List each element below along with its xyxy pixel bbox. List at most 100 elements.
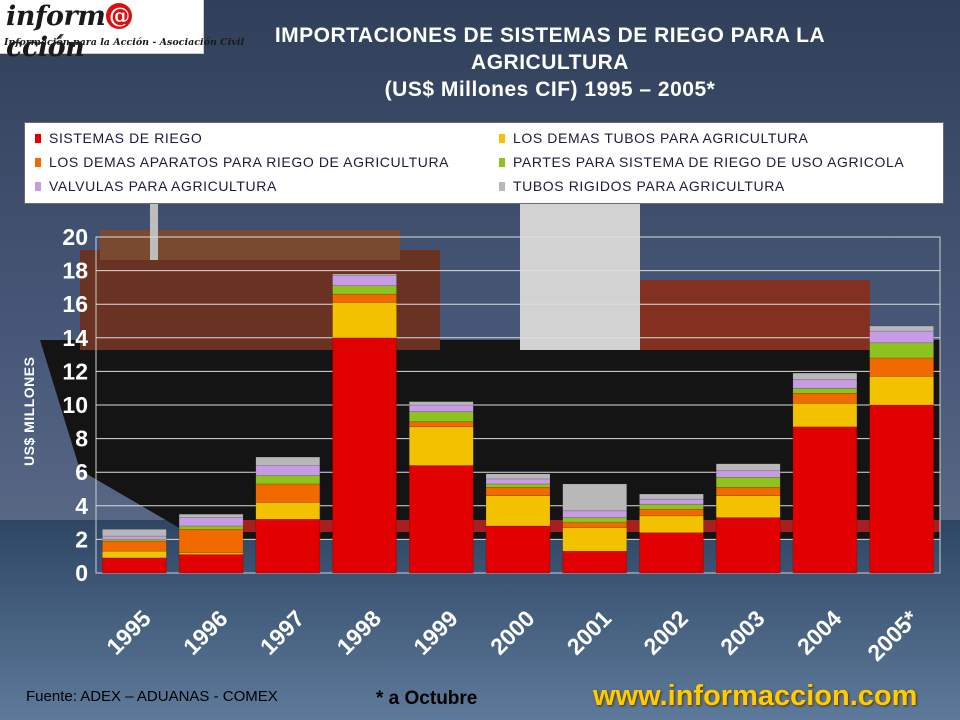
bar-segment bbox=[102, 550, 167, 559]
x-tick-label: 1998 bbox=[332, 605, 387, 660]
logo-at-sign: @ bbox=[106, 3, 133, 29]
bar-segment bbox=[792, 403, 858, 428]
bar-segment bbox=[178, 517, 244, 527]
bar-segment bbox=[255, 456, 321, 466]
title-line-2: AGRICULTURA bbox=[471, 51, 629, 74]
bar-segment bbox=[178, 513, 244, 518]
bar-segment bbox=[409, 421, 474, 428]
bar-segment bbox=[485, 487, 551, 496]
bar-segment bbox=[715, 487, 781, 496]
bar-segment bbox=[562, 550, 627, 574]
legend-label: PARTES PARA SISTEMA DE RIEGO DE USO AGRI… bbox=[513, 154, 905, 170]
y-tick-label: 0 bbox=[75, 560, 88, 586]
bar-segment bbox=[102, 539, 167, 542]
bar-segment bbox=[178, 554, 244, 574]
bar-segment bbox=[562, 510, 627, 518]
bar-segment bbox=[409, 465, 474, 574]
bar-segment bbox=[562, 527, 627, 552]
footnote: * a Octubre bbox=[376, 688, 478, 709]
legend-swatch bbox=[499, 133, 505, 143]
bar-segment bbox=[485, 525, 551, 574]
x-tick-label: 2004 bbox=[792, 605, 847, 660]
bar-segment bbox=[792, 426, 858, 574]
legend-swatch bbox=[35, 133, 41, 143]
legend-swatch bbox=[499, 181, 505, 191]
bar-segment bbox=[562, 522, 627, 528]
x-tick-label: 2005* bbox=[862, 605, 923, 666]
bar-segment bbox=[869, 357, 934, 377]
x-tick-label: 2000 bbox=[485, 605, 540, 660]
bar-segment bbox=[332, 285, 397, 295]
bar-segment bbox=[639, 515, 704, 533]
bar-segment bbox=[792, 387, 858, 394]
bar-segment bbox=[639, 503, 704, 510]
bar-segment bbox=[562, 483, 627, 512]
bar-segment bbox=[178, 552, 244, 555]
y-tick-label: 8 bbox=[75, 426, 88, 452]
legend-label: VALVULAS PARA AGRICULTURA bbox=[49, 178, 277, 194]
bar-segment bbox=[715, 495, 781, 518]
bar-segment bbox=[255, 475, 321, 485]
legend-label: SISTEMAS DE RIEGO bbox=[49, 130, 203, 146]
legend-item: SISTEMAS DE RIEGO bbox=[35, 129, 202, 147]
bar-segment bbox=[255, 502, 321, 520]
chart-title: IMPORTACIONES DE SISTEMAS DE RIEGO PARA … bbox=[190, 22, 910, 103]
legend-swatch bbox=[35, 181, 41, 191]
bar-segment bbox=[639, 498, 704, 505]
bar-segment bbox=[792, 392, 858, 404]
bar-segment bbox=[869, 342, 934, 359]
bar-segment bbox=[332, 275, 397, 286]
bar-segment bbox=[715, 517, 781, 574]
bar-segment bbox=[102, 540, 167, 552]
legend-label: LOS DEMAS TUBOS PARA AGRICULTURA bbox=[513, 130, 809, 146]
title-line-3: (US$ Millones CIF) 1995 – 2005* bbox=[384, 78, 716, 101]
chart-legend: SISTEMAS DE RIEGO LOS DEMAS TUBOS PARA AG… bbox=[24, 122, 944, 204]
x-tick-label: 2003 bbox=[715, 605, 770, 660]
bar-segment bbox=[102, 557, 167, 574]
bar-segment bbox=[332, 302, 397, 339]
y-tick-label: 20 bbox=[62, 224, 88, 250]
bar-segment bbox=[485, 473, 551, 480]
x-tick-label: 1995 bbox=[101, 605, 156, 660]
legend-swatch bbox=[35, 157, 41, 167]
bar-segment bbox=[102, 529, 167, 537]
bar-segment bbox=[869, 330, 934, 344]
bar-segment bbox=[332, 273, 397, 276]
bar-segment bbox=[409, 401, 474, 406]
legend-label: LOS DEMAS APARATOS PARA RIEGO DE AGRICUL… bbox=[49, 154, 450, 170]
bar-segment bbox=[485, 483, 551, 488]
x-tick-label: 1999 bbox=[408, 605, 463, 660]
bar-segment bbox=[792, 372, 858, 381]
legend-item: VALVULAS PARA AGRICULTURA bbox=[35, 177, 277, 195]
legend-item: LOS DEMAS APARATOS PARA RIEGO DE AGRICUL… bbox=[35, 153, 449, 171]
bar-segment bbox=[869, 325, 934, 332]
legend-item: PARTES PARA SISTEMA DE RIEGO DE USO AGRI… bbox=[499, 153, 904, 171]
legend-swatch bbox=[499, 157, 505, 167]
bar-segment bbox=[639, 508, 704, 517]
y-tick-label: 14 bbox=[62, 325, 88, 351]
logo-subtitle: Información para la Acción - Asociación … bbox=[4, 37, 245, 48]
website-link[interactable]: www.informaccion.com bbox=[593, 680, 918, 712]
bar-segment bbox=[102, 535, 167, 540]
informaccion-logo: inform @cción Información para la Acción … bbox=[0, 0, 244, 63]
bar-segment bbox=[715, 476, 781, 488]
y-tick-label: 6 bbox=[75, 459, 88, 485]
bar-segment bbox=[715, 470, 781, 478]
title-line-1: IMPORTACIONES DE SISTEMAS DE RIEGO PARA … bbox=[274, 24, 826, 47]
bar-segment bbox=[562, 517, 627, 523]
bar-segment bbox=[792, 379, 858, 389]
bar-segment bbox=[639, 532, 704, 574]
bar-segment bbox=[332, 293, 397, 303]
bar-segment bbox=[255, 518, 321, 574]
bar-segment bbox=[178, 525, 244, 530]
bar-segment bbox=[255, 483, 321, 503]
x-tick-label: 2001 bbox=[562, 605, 617, 660]
bar-segment bbox=[409, 411, 474, 423]
bar-segment bbox=[715, 463, 781, 471]
bar-segment bbox=[255, 465, 321, 476]
y-tick-label: 4 bbox=[75, 493, 88, 519]
source-text: Fuente: ADEX – ADUANAS - COMEX bbox=[26, 688, 278, 705]
y-tick-label: 12 bbox=[62, 358, 88, 384]
bar-segment bbox=[409, 426, 474, 466]
